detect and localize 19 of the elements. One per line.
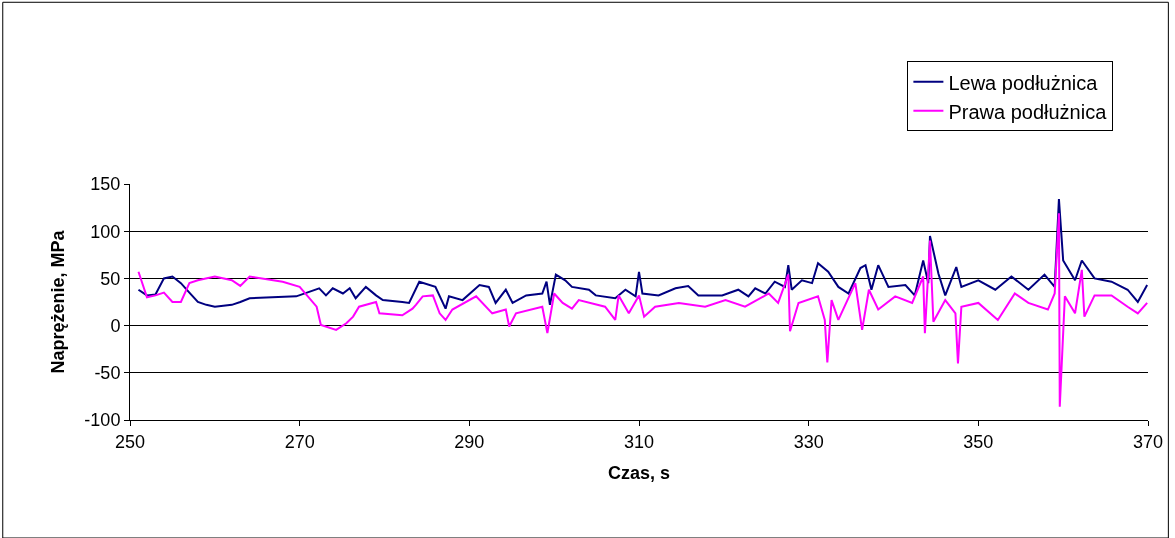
y-tick-label: 150 — [90, 174, 121, 195]
x-tick-label: 330 — [793, 431, 824, 452]
x-tick-label: 370 — [1132, 431, 1164, 452]
y-axis-title: Naprężenie, MPa — [47, 229, 68, 374]
legend-label: Prawa podłużnica — [948, 100, 1108, 123]
line-series — [137, 198, 1148, 310]
line-series — [137, 212, 1148, 408]
x-tick-label: 310 — [623, 431, 655, 452]
x-tick-label: 270 — [284, 431, 315, 452]
legend-label: Lewa podłużnica — [948, 71, 1099, 94]
x-tick-label: 350 — [963, 431, 994, 452]
y-tick-label: 50 — [100, 268, 121, 289]
y-tick-label: -100 — [84, 410, 121, 431]
x-tick-label: 290 — [454, 431, 485, 452]
y-tick-label: 100 — [90, 221, 121, 242]
x-tick-label: 250 — [114, 431, 146, 452]
y-tick-label: -50 — [94, 363, 121, 384]
y-tick-label: 0 — [110, 315, 121, 336]
x-axis-title: Czas, s — [607, 462, 671, 483]
